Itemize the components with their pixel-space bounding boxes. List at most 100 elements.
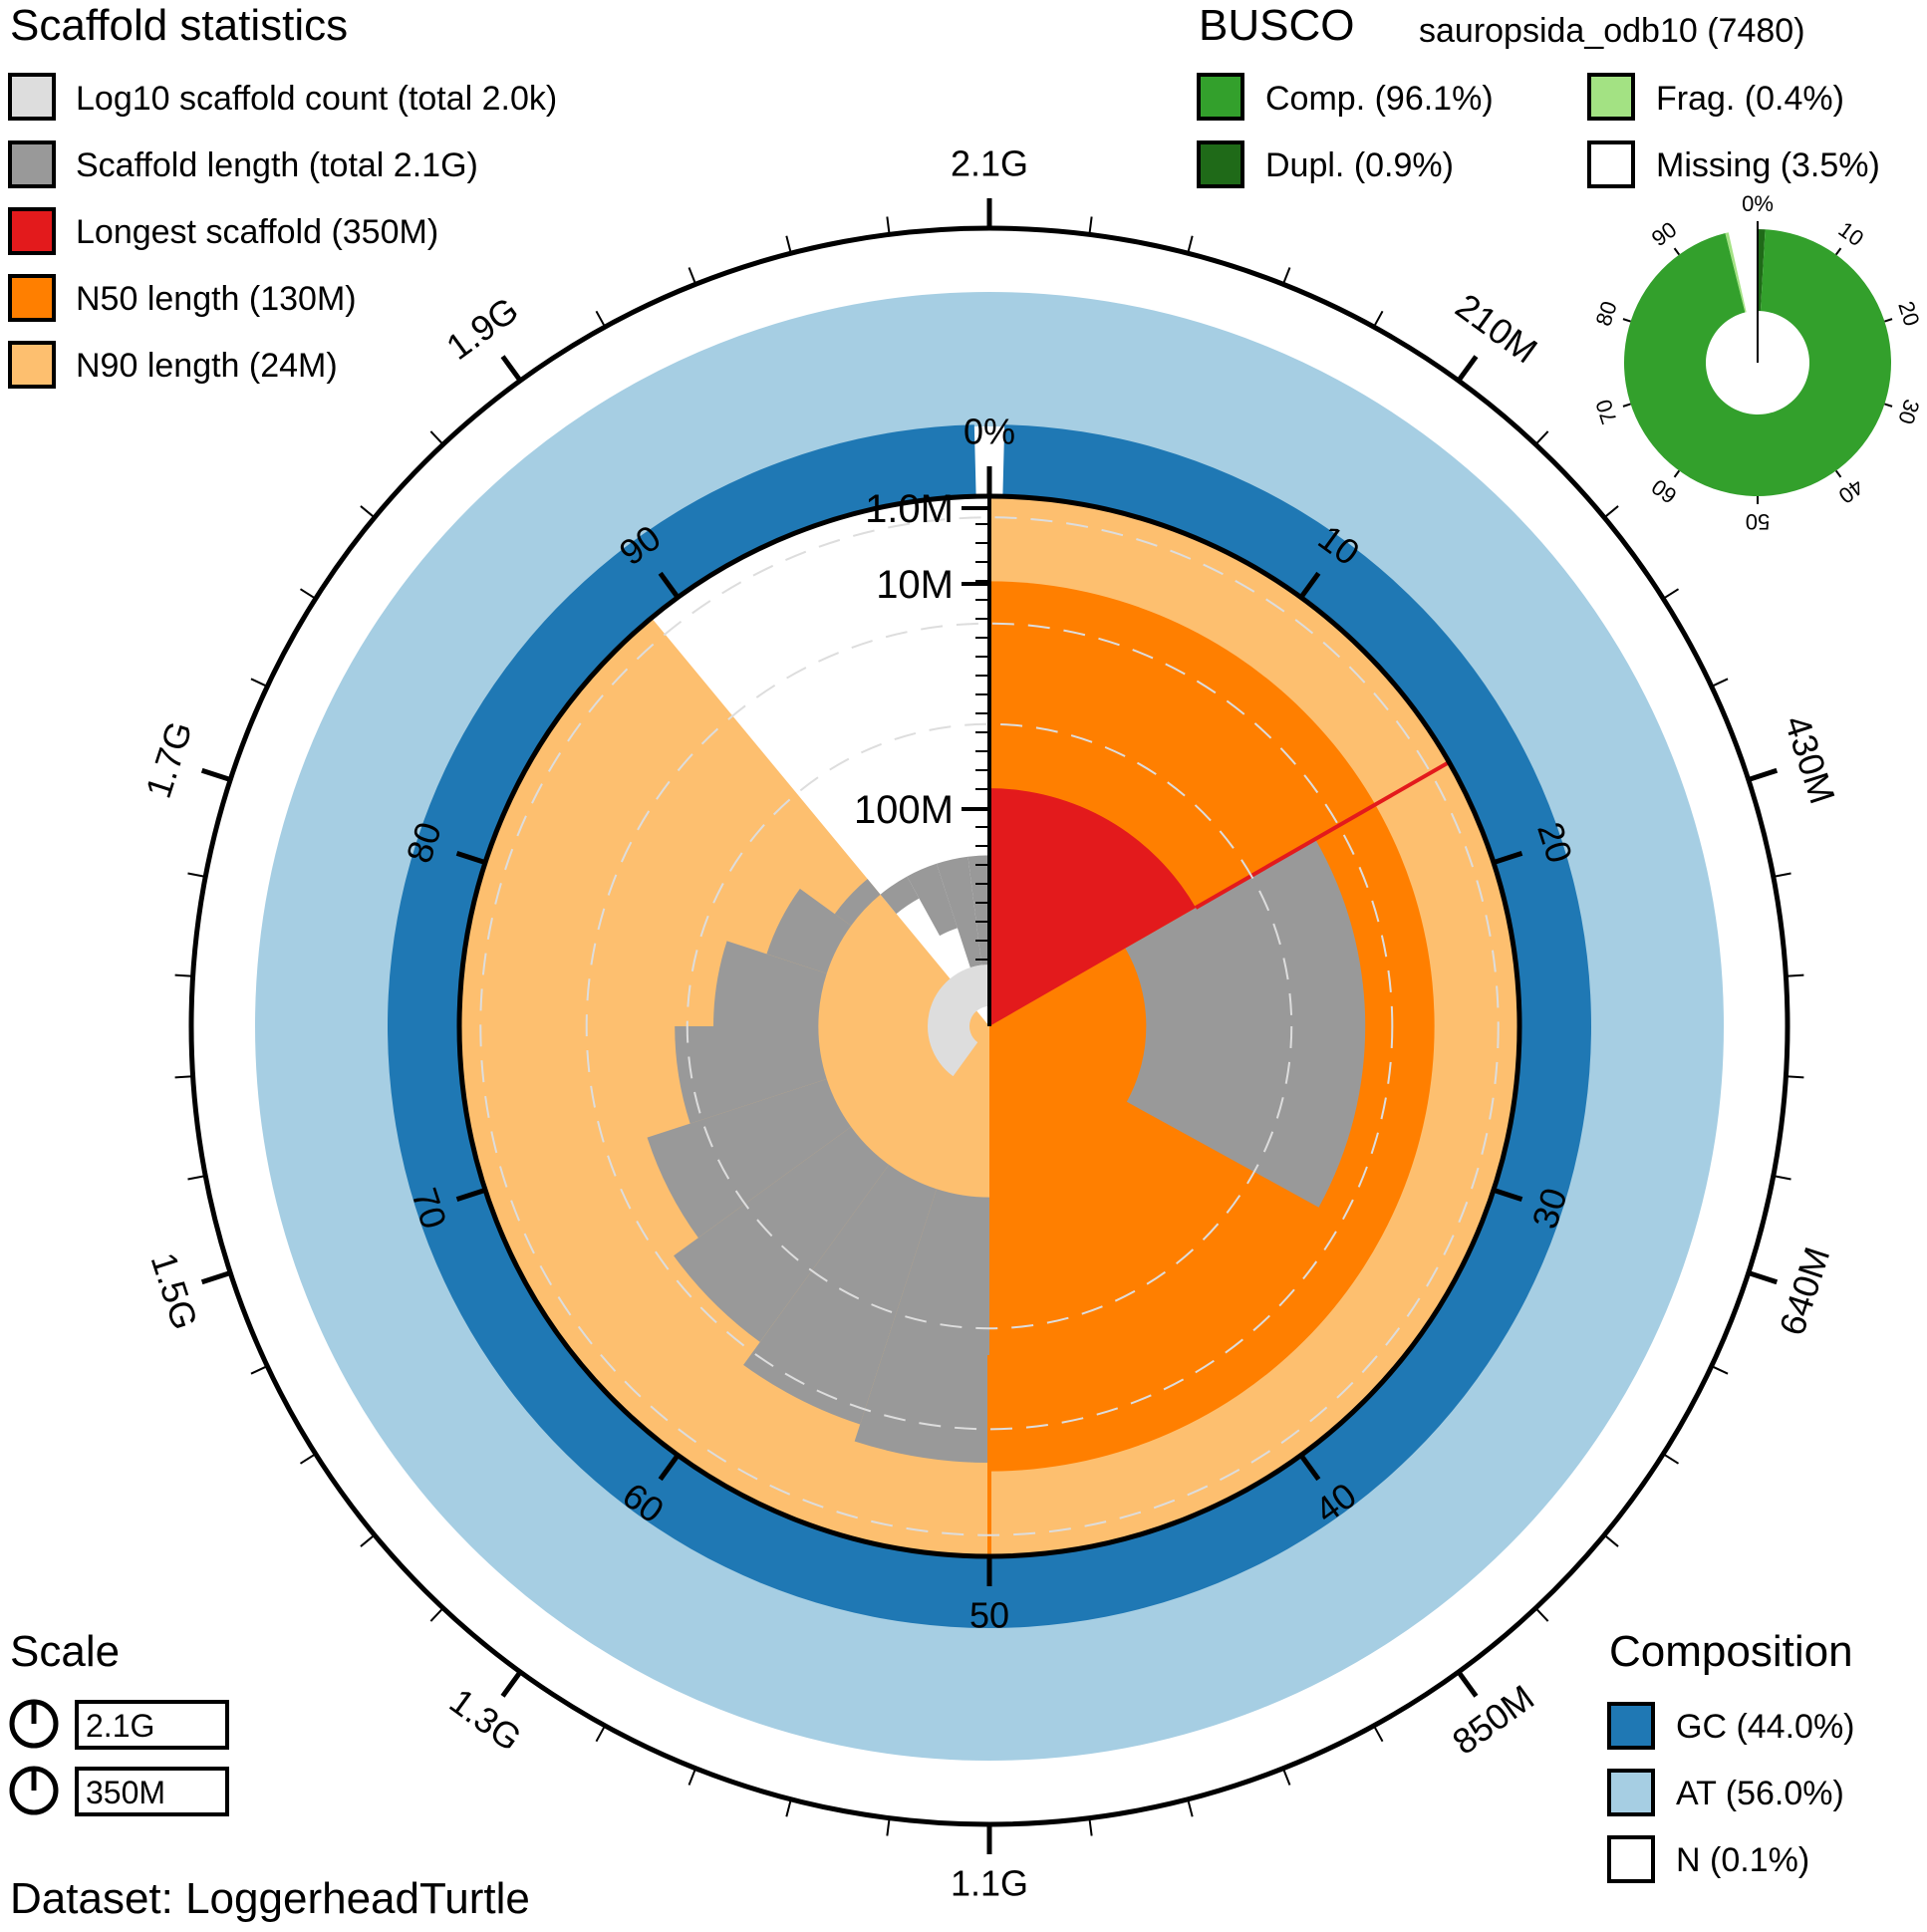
length-tick [1088,216,1093,235]
length-tick [688,267,697,285]
length-tick [429,1607,444,1622]
length-tick-label: 640M [1772,1242,1838,1340]
busco-ring-tick-label: 80 [1590,298,1621,329]
scaffold-length-segment [907,863,958,937]
length-tick [785,1798,792,1817]
busco-legend: BUSCO sauropsida_odb10 (7480) Comp. (96.… [1197,1,1880,188]
length-tick-label: 210M [1449,285,1545,371]
busco-swatch-complete [1197,73,1244,121]
length-tick-label: 430M [1777,710,1843,808]
busco-ring-tick [1834,247,1842,256]
busco-ring-tick-label: 0% [1742,191,1774,216]
legend-swatch-n50 [8,274,56,322]
length-tick [1773,1175,1791,1181]
busco-swatch-duplicated [1197,140,1244,188]
guide-circle [686,722,1293,1330]
busco-ring-tick-label: 40 [1834,474,1869,509]
length-tick [1281,267,1291,285]
longest-scaffold-line [1195,760,1451,910]
scaffold-length-segment [936,856,982,968]
composition-label-n: N (0.1%) [1676,1841,1809,1879]
scaffold-length-segment [647,1079,852,1239]
length-tick [1748,767,1779,782]
scaffold-length-segment [766,888,852,973]
percent-tick [1298,571,1321,600]
length-tick-label: 850M [1445,1677,1541,1763]
busco-ring-tick-label: 20 [1893,298,1924,329]
scaffold-legend: Scaffold statistics Log10 scaffold count… [8,1,557,389]
length-tick [1456,1670,1479,1698]
dataset-label: Dataset: LoggerheadTurtle [10,1874,530,1923]
scale-legend: Scale 2.1G 350M [9,1627,229,1816]
legend-label-count: Log10 scaffold count (total 2.0k) [76,80,557,118]
length-tick [1281,1768,1291,1786]
length-tick [1187,1798,1194,1817]
busco-label-duplicated: Dupl. (0.9%) [1265,146,1454,184]
scaffold-length-segment [854,1189,989,1463]
guide-circle [585,622,1394,1431]
composition-swatch-n [1607,1835,1655,1883]
length-tick [187,1175,206,1181]
guide-circle [479,516,1500,1536]
length-tick [1456,355,1479,383]
length-tick [1603,505,1619,519]
scale-box-longest [75,1767,229,1816]
legend-label-length: Scaffold length (total 2.1G) [76,146,478,184]
scaffold-length-segment [1125,839,1366,1208]
length-tick [595,1725,606,1743]
length-tick [174,1075,193,1079]
length-tick [1373,310,1384,328]
length-tick-label: 2.1G [951,143,1028,184]
length-tick [1773,872,1791,878]
radial-tick-label: 100M [854,788,954,832]
legend-swatch-length [8,140,56,188]
percent-tick [1493,1188,1523,1203]
length-tick [1187,235,1194,254]
length-tick [1748,1270,1779,1285]
length-tick [595,310,606,328]
composition-swatch-at [1607,1769,1655,1816]
legend-label-longest: Longest scaffold (350M) [76,213,438,251]
scale-box-total [75,1700,229,1750]
scaffold-length-segment [674,1126,890,1342]
length-tick [886,216,891,235]
busco-label-fragmented: Frag. (0.4%) [1656,80,1844,118]
percent-tick [1493,850,1523,865]
percent-tick-label: 50 [969,1595,1009,1636]
busco-ring-tick-label: 60 [1647,474,1682,509]
percent-tick [455,1188,486,1203]
length-tick [886,1817,891,1836]
composition-swatch-gc [1607,1702,1655,1750]
busco-lineage: sauropsida_odb10 (7480) [1419,12,1805,50]
length-tick [250,1365,268,1375]
busco-label-missing: Missing (3.5%) [1656,146,1880,184]
scaffold-length-segment [834,879,881,927]
length-tick [299,588,317,600]
legend-label-n50: N50 length (130M) [76,280,357,318]
busco-complete-slice [1624,229,1891,497]
length-tick [1534,1607,1549,1622]
length-tick [200,1270,231,1285]
radial-tick-label: 10M [876,563,954,607]
percent-tick [658,571,681,600]
scaffold-length-segment [675,1026,827,1124]
scaffold-length-segment [880,876,920,915]
scale-value-longest: 350M [86,1775,165,1810]
length-tick [200,767,231,782]
length-tick [1786,1075,1804,1079]
legend-swatch-n90 [8,341,56,389]
busco-fragmented-slice [1725,232,1747,313]
busco-ring-tick [1622,318,1631,323]
busco-ring-tick [1673,469,1681,478]
plot-layer: 0% 10 20 30 40 50 60 70 80 90 2.1G 210M 430M 640M 850M… [138,143,1925,1904]
scaffold-count-area [928,965,989,1077]
busco-ring-tick-label: 90 [1647,217,1682,252]
length-tick [187,872,206,878]
length-tick [250,678,268,688]
scale-title: Scale [10,1627,120,1676]
length-tick [500,1670,523,1698]
at-ring [255,292,1724,1761]
composition-title: Composition [1609,1627,1853,1676]
busco-duplicated-slice [1758,229,1766,312]
length-tick [1662,588,1680,600]
